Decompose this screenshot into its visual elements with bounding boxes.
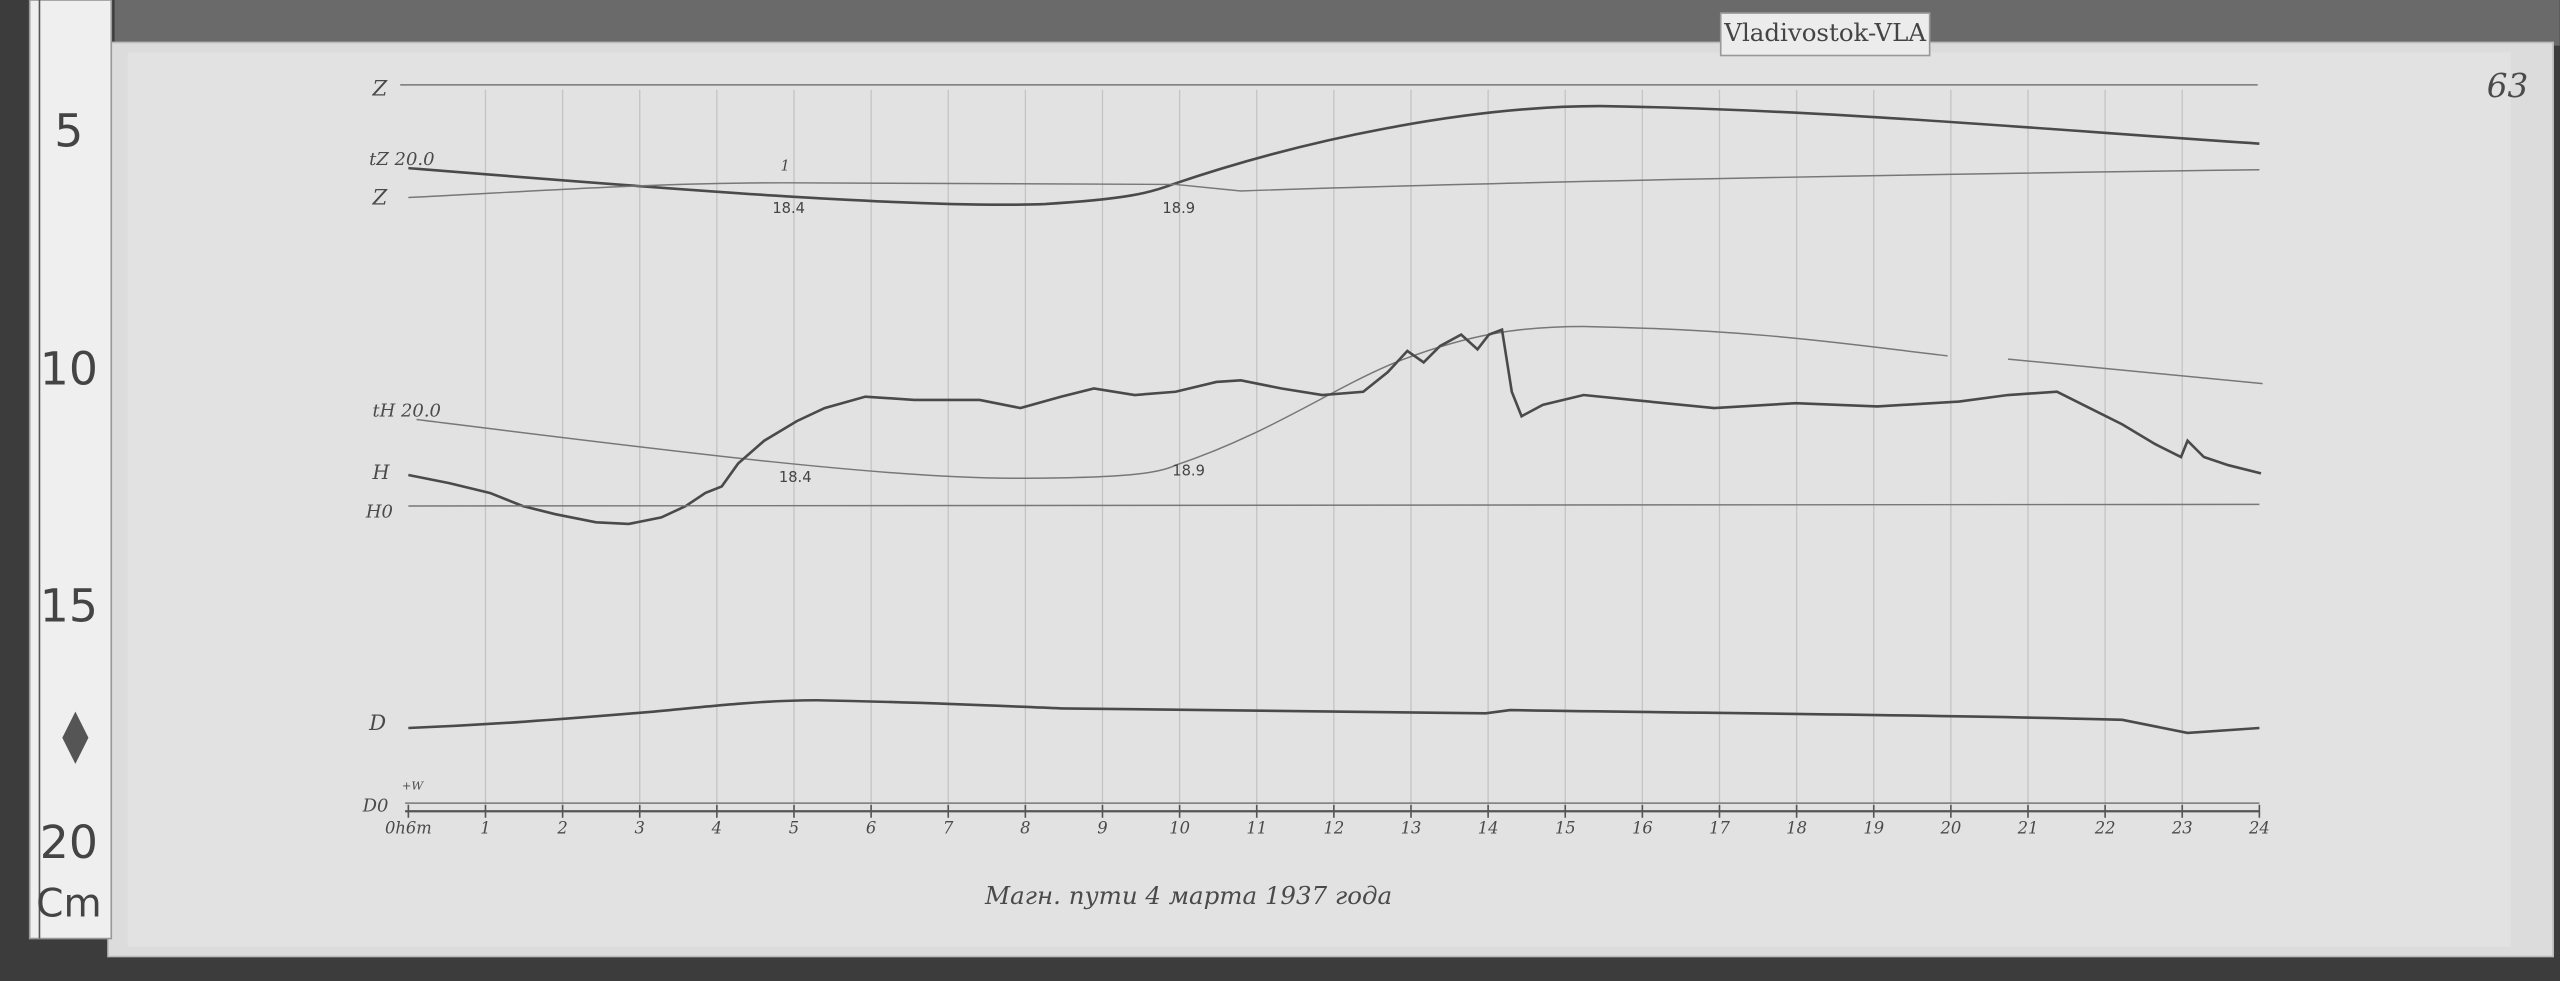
hour-label: 8 xyxy=(1020,819,1030,838)
d-trace xyxy=(408,698,2260,735)
trace-label: 1 xyxy=(781,157,790,174)
tz-trace xyxy=(408,104,2260,207)
hour-label: 17 xyxy=(1709,819,1730,838)
hour-label: 22 xyxy=(2094,819,2116,838)
trace-label: H xyxy=(371,461,390,484)
page-number: 63 xyxy=(2487,67,2529,105)
h-trace xyxy=(408,327,2262,526)
hour-label: 0h6m xyxy=(385,819,432,838)
hour-label: 11 xyxy=(1246,819,1267,838)
trace-label: 18.4 xyxy=(772,200,805,217)
hour-label: 21 xyxy=(2017,819,2039,838)
hour-label: 24 xyxy=(2248,819,2270,838)
ruler-label: 10 xyxy=(40,343,98,396)
caption: Магн. пути 4 марта 1937 года xyxy=(984,881,1392,910)
th-trace-end xyxy=(2007,358,2263,385)
trace-label: D xyxy=(368,711,386,736)
ruler-label: 15 xyxy=(40,579,98,632)
hour-label: 14 xyxy=(1478,819,1499,838)
trace-label: +W xyxy=(402,779,425,793)
trace-label: tH 20.0 xyxy=(372,400,440,421)
ruler-clip xyxy=(62,711,89,764)
hour-label: 2 xyxy=(556,819,567,838)
hour-label: 5 xyxy=(789,819,799,838)
hour-label: 18 xyxy=(1786,819,1807,838)
hour-label: 3 xyxy=(635,819,645,838)
hour-label: 7 xyxy=(943,819,954,838)
trace-label: Z xyxy=(371,186,388,211)
trace-label: H0 xyxy=(365,502,393,523)
hour-grid xyxy=(407,89,2261,818)
ruler-label: 20 xyxy=(40,816,98,869)
trace-label: Z xyxy=(371,76,388,101)
hour-label: 12 xyxy=(1323,819,1344,838)
th-trace xyxy=(416,325,1948,479)
hour-label: 1 xyxy=(480,819,490,838)
trace-label: 18.9 xyxy=(1162,200,1195,217)
trace-label: 18.9 xyxy=(1172,463,1205,480)
trace-label: tZ 20.0 xyxy=(369,149,434,170)
ruler-label: 5 xyxy=(54,104,83,157)
trace-label: D0 xyxy=(362,795,389,816)
hour-label: 6 xyxy=(866,819,876,838)
hour-label: 15 xyxy=(1555,819,1576,838)
z-trace xyxy=(408,169,2260,199)
trace-label: 18.4 xyxy=(779,469,812,486)
hour-label: 19 xyxy=(1863,819,1884,838)
ruler xyxy=(28,0,113,940)
hour-label: 16 xyxy=(1632,819,1653,838)
hour-label: 13 xyxy=(1401,819,1422,838)
ruler-unit: Cm xyxy=(36,881,101,926)
hour-label: 10 xyxy=(1169,819,1190,838)
upper-board xyxy=(114,0,2560,46)
station-name: Vladivostok-VLA xyxy=(1723,18,1926,47)
station-tag xyxy=(1719,12,1931,57)
hour-label: 20 xyxy=(1939,819,1961,838)
paper-inner xyxy=(127,52,2511,947)
hour-label: 9 xyxy=(1097,819,1107,838)
hour-label: 23 xyxy=(2171,819,2193,838)
h0-baseline xyxy=(408,503,2260,507)
hour-label: 4 xyxy=(711,819,722,838)
